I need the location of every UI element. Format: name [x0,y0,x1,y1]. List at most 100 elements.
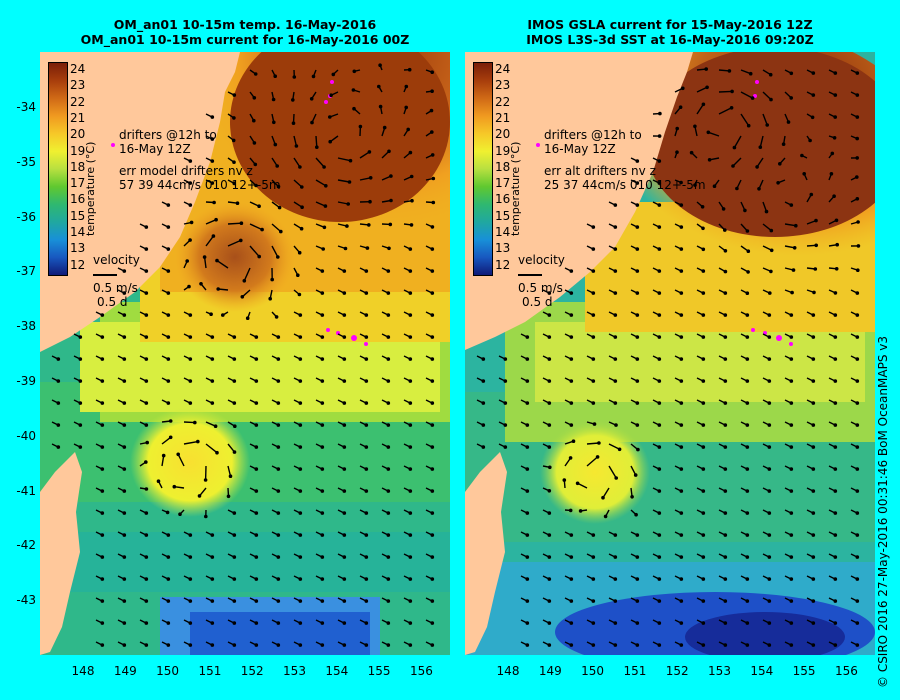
velocity-arrow [315,179,327,187]
velocity-arrow-head [296,273,300,277]
velocity-arrow-head [481,357,486,361]
longitude-tick-label: 155 [367,664,391,678]
velocity-arrow-head [245,316,250,321]
velocity-arrow-head [188,577,193,581]
velocity-arrow-head [678,105,683,109]
velocity-arrow-head [547,577,552,581]
velocity-arrow-head [430,269,435,273]
velocity-arrow-head [56,445,61,449]
velocity-arrow-head [789,511,794,515]
velocity-arrow-head [789,489,794,493]
velocity-arrow [602,487,610,499]
velocity-arrow-head [272,120,276,125]
velocity-arrow-head [226,494,231,499]
velocity-arrow-head [635,335,640,339]
velocity-arrow-head [613,247,618,251]
velocity-arrow-head [657,134,662,138]
colorbar-tick-label: 22 [70,94,86,109]
velocity-arrow-head [679,357,684,361]
velocity-arrow-head [342,423,347,427]
left-error-note: err model drifters nv z 57 39 44cm/s 010… [119,164,281,192]
velocity-arrow-head [723,445,728,449]
velocity-arrow-head [368,199,372,204]
velocity-arrow-head [547,401,552,405]
velocity-arrow-head [597,441,601,445]
velocity-arrow-head [342,313,347,317]
velocity-arrow-head [765,123,769,127]
velocity-arrow-head [276,255,280,259]
velocity-arrow-head [525,489,530,493]
velocity-arrow-head [811,555,816,559]
velocity-arrow-head [481,423,486,427]
velocity-arrow-head [679,643,684,647]
velocity-arrow-head [188,401,193,405]
velocity-arrow-head [657,291,662,295]
velocity-arrow-head [407,67,412,72]
velocity-arrow-head [811,313,816,317]
velocity-arrow-head [233,424,237,429]
velocity-arrow-head [679,577,684,581]
longitude-tick-label: 150 [156,664,180,678]
velocity-arrow-head [144,335,149,339]
velocity-arrow-head [591,313,596,317]
velocity-arrow-head [254,423,259,427]
velocity-arrow-head [657,599,662,603]
velocity-arrow-head [430,313,435,317]
velocity-arrow-head [386,643,391,647]
velocity-arrow-head [122,269,127,273]
velocity-arrow-head [210,335,215,339]
velocity-arrow-head [310,120,314,125]
velocity-arrow [205,219,217,225]
velocity-arrow-head [122,445,127,449]
velocity-arrow-head [635,181,640,185]
right-velocity-label: velocity [518,253,565,267]
colorbar-tick-label: 24 [495,62,511,76]
velocity-arrow-head [723,423,728,427]
velocity-arrow-head [635,423,640,427]
velocity-arrow-head [568,508,573,513]
velocity-arrow-head [253,72,258,76]
velocity-arrow-head [386,555,391,559]
velocity-arrow-head [591,335,596,339]
longitude-tick-label: 153 [283,664,306,678]
velocity-arrow-head [789,643,794,647]
velocity-arrow-head [232,621,237,625]
velocity-arrow-head [216,287,220,291]
velocity-arrow-head [617,447,622,452]
velocity-arrow-head [276,489,281,493]
velocity-arrow-head [254,357,259,361]
velocity-arrow-head [679,247,684,251]
velocity-arrow-head [855,115,860,119]
velocity-arrow-head [122,335,127,339]
velocity-arrow-head [408,357,413,361]
velocity-arrow-head [386,423,391,427]
velocity-arrow-head [309,97,314,101]
velocity-arrow-head [254,621,259,625]
velocity-arrow-head [232,335,237,339]
left-map-panel [40,0,510,655]
velocity-arrow-head [345,224,349,228]
velocity-arrow-head [78,357,83,361]
velocity-arrow-head [745,313,750,317]
velocity-arrow-head [320,599,325,603]
velocity-arrow-head [122,511,127,515]
velocity-arrow-head [635,379,640,383]
velocity-arrow-head [240,295,245,299]
velocity-arrow-head [811,445,816,449]
velocity-arrow-head [569,555,574,559]
velocity-arrow-head [320,445,325,449]
velocity-arrow-head [232,93,237,97]
velocity-arrow-head [210,643,215,647]
right-drifters-line1: drifters @12h to [544,128,642,142]
velocity-arrow-head [745,229,750,233]
velocity-arrow-head [701,445,706,449]
velocity-arrow-head [679,269,684,273]
velocity-arrow-head [408,511,413,515]
velocity-arrow-head [188,379,193,383]
velocity-arrow-head [56,379,61,383]
latitude-tick-label: -37 [16,264,36,279]
velocity-arrow-head [279,229,283,234]
velocity-arrow-head [613,401,618,405]
velocity-arrow-head [315,145,319,149]
velocity-arrow-head [122,467,127,471]
